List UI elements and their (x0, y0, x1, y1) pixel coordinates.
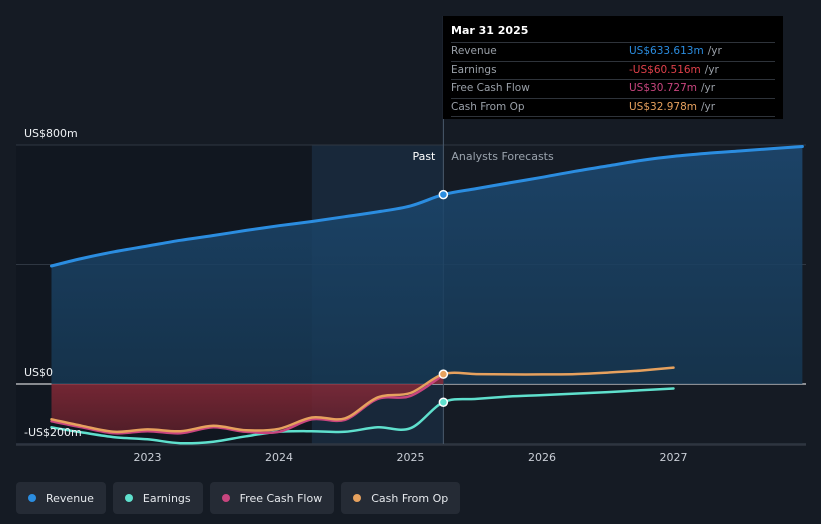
tooltip-row-free-cash-flow: Free Cash Flow US$30.727m /yr (451, 79, 775, 98)
legend-label: Revenue (46, 491, 94, 505)
x-tick-label: 2025 (397, 451, 425, 464)
tooltip-date: Mar 31 2025 (451, 24, 529, 37)
revenue-area (51, 146, 803, 384)
legend-item-earnings[interactable]: Earnings (112, 482, 203, 514)
tooltip-value: US$32.978m (629, 100, 697, 113)
x-tick-label: 2024 (265, 451, 293, 464)
legend-item-free-cash-flow[interactable]: Free Cash Flow (209, 482, 335, 514)
tooltip-value: US$633.613m (629, 45, 704, 57)
earnings-line (50, 387, 675, 445)
legend-label: Earnings (142, 491, 191, 505)
tooltip-row-cash-from-op: Cash From Op US$32.978m /yr (451, 97, 775, 117)
tooltip-label: Earnings (451, 63, 497, 76)
y-axis-label: US$800m (24, 127, 78, 140)
cash-from-op-dot-icon (353, 494, 362, 502)
tooltip-row-earnings: Earnings -US$60.516m /yr (451, 60, 775, 80)
tooltip: Mar 31 2025 Revenue US$633.613m /yr Earn… (443, 16, 783, 119)
tooltip-unit: /yr (701, 82, 716, 94)
legend-item-revenue[interactable]: Revenue (16, 482, 106, 514)
tooltip-unit: /yr (704, 63, 719, 76)
tooltip-value: -US$60.516m (629, 63, 701, 76)
forecast-label: Analysts Forecasts (451, 150, 554, 163)
tooltip-label: Free Cash Flow (451, 82, 530, 94)
legend-item-cash-from-op[interactable]: Cash From Op (341, 482, 461, 514)
cash-from-op-line (50, 366, 675, 434)
legend-label: Free Cash Flow (239, 491, 323, 505)
revenue-marker (438, 189, 449, 200)
legend: Revenue Earnings Free Cash Flow Cash Fro… (16, 482, 461, 514)
tooltip-unit: /yr (707, 45, 722, 57)
x-tick-label: 2027 (660, 451, 688, 464)
revenue-line (50, 145, 804, 268)
tooltip-label: Revenue (451, 45, 497, 57)
y-axis-label: US$0 (24, 366, 53, 379)
earnings-dot-icon (124, 494, 133, 502)
earnings-marker (438, 397, 449, 407)
x-tick-label: 2023 (134, 451, 162, 464)
free-cash-flow-dot-icon (221, 494, 230, 502)
x-tick-label: 2026 (528, 451, 556, 464)
free-cash-flow-line (50, 373, 445, 435)
cash-from-op-marker (438, 369, 449, 379)
tooltip-value: US$30.727m (629, 82, 697, 94)
tooltip-label: Cash From Op (451, 100, 525, 113)
y-axis-label: -US$200m (24, 426, 82, 439)
revenue-dot-icon (28, 494, 36, 502)
past-label: Past (412, 150, 436, 163)
tooltip-unit: /yr (701, 100, 716, 113)
legend-label: Cash From Op (371, 491, 449, 505)
tooltip-row-revenue: Revenue US$633.613m /yr (451, 42, 775, 61)
